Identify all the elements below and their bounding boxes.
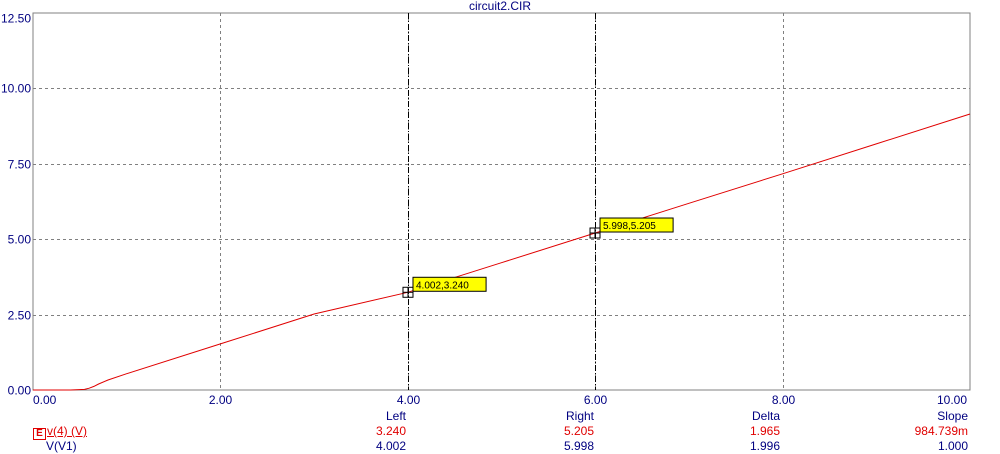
chart-title: circuit2.CIR (468, 0, 531, 13)
v4-left-value: 3.240 (375, 424, 406, 438)
cursor-label-box (599, 217, 674, 233)
y-tick-label: 2.50 (8, 309, 32, 323)
expr-label-v4: v(4) (V) (47, 424, 87, 438)
vv1-slope-value: 1.000 (937, 439, 968, 453)
cursor-label-text: 5.998,5.205 (603, 221, 656, 232)
x-tick-label: 10.00 (937, 393, 967, 407)
plot-frame (32, 12, 971, 391)
header-right: Right (565, 409, 594, 423)
x-tick-label: 2.00 (209, 393, 233, 407)
v4-delta-value: 1.965 (749, 424, 780, 438)
x-tick-label: 4.00 (397, 393, 421, 407)
header-delta: Delta (751, 409, 780, 423)
x-tick-label: 0.00 (33, 393, 57, 407)
y-tick-label: 5.00 (8, 233, 32, 247)
cursor-label-box (412, 276, 487, 292)
v4-slope-value: 984.739m (914, 424, 968, 438)
header-left: Left (385, 409, 406, 423)
expression-e-icon[interactable]: E (33, 428, 46, 440)
y-tick-label: 12.50 (1, 12, 31, 26)
x-tick-label: 8.00 (772, 393, 796, 407)
expr-label-vv1[interactable]: V(V1) (46, 439, 77, 453)
vv1-right-value: 5.998 (563, 439, 594, 453)
trace-line-v4 (33, 113, 971, 391)
y-tick-label: 7.50 (8, 158, 32, 172)
header-slope: Slope (937, 409, 968, 423)
x-tick-label: 6.00 (584, 393, 608, 407)
y-tick-label: 10.00 (1, 82, 31, 96)
vv1-left-value: 4.002 (375, 439, 406, 453)
vv1-delta-value: 1.996 (749, 439, 780, 453)
y-tick-label: 0.00 (8, 384, 32, 398)
cursor-label-text: 4.002,3.240 (416, 280, 469, 291)
v4-right-value: 5.205 (563, 424, 594, 438)
